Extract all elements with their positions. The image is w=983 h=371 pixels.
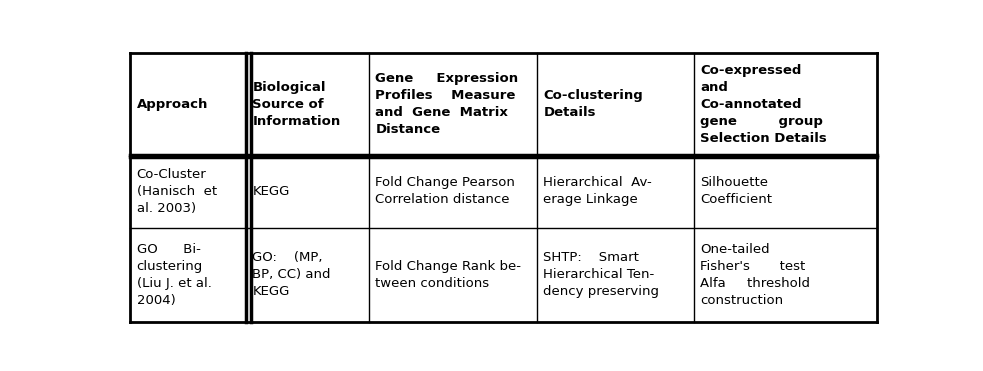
Text: Silhouette
Coefficient: Silhouette Coefficient (700, 176, 773, 206)
Text: Fold Change Rank be-
tween conditions: Fold Change Rank be- tween conditions (376, 260, 522, 290)
Text: Fold Change Pearson
Correlation distance: Fold Change Pearson Correlation distance (376, 176, 515, 206)
Text: KEGG: KEGG (253, 185, 290, 198)
Text: SHTP:    Smart
Hierarchical Ten-
dency preserving: SHTP: Smart Hierarchical Ten- dency pres… (544, 251, 660, 298)
Text: Co-expressed
and
Co-annotated
gene         group
Selection Details: Co-expressed and Co-annotated gene group… (700, 63, 827, 145)
Text: Co-Cluster
(Hanisch  et
al. 2003): Co-Cluster (Hanisch et al. 2003) (137, 168, 216, 215)
Text: Gene     Expression
Profiles    Measure
and  Gene  Matrix
Distance: Gene Expression Profiles Measure and Gen… (376, 72, 519, 136)
Text: Hierarchical  Av-
erage Linkage: Hierarchical Av- erage Linkage (544, 176, 653, 206)
Text: Co-clustering
Details: Co-clustering Details (544, 89, 643, 119)
Text: One-tailed
Fisher's       test
Alfa     threshold
construction: One-tailed Fisher's test Alfa threshold … (700, 243, 810, 306)
Text: GO      Bi-
clustering
(Liu J. et al.
2004): GO Bi- clustering (Liu J. et al. 2004) (137, 243, 211, 306)
Text: Approach: Approach (137, 98, 208, 111)
Text: GO:    (MP,
BP, CC) and
KEGG: GO: (MP, BP, CC) and KEGG (253, 251, 331, 298)
Text: Biological
Source of
Information: Biological Source of Information (253, 81, 340, 128)
